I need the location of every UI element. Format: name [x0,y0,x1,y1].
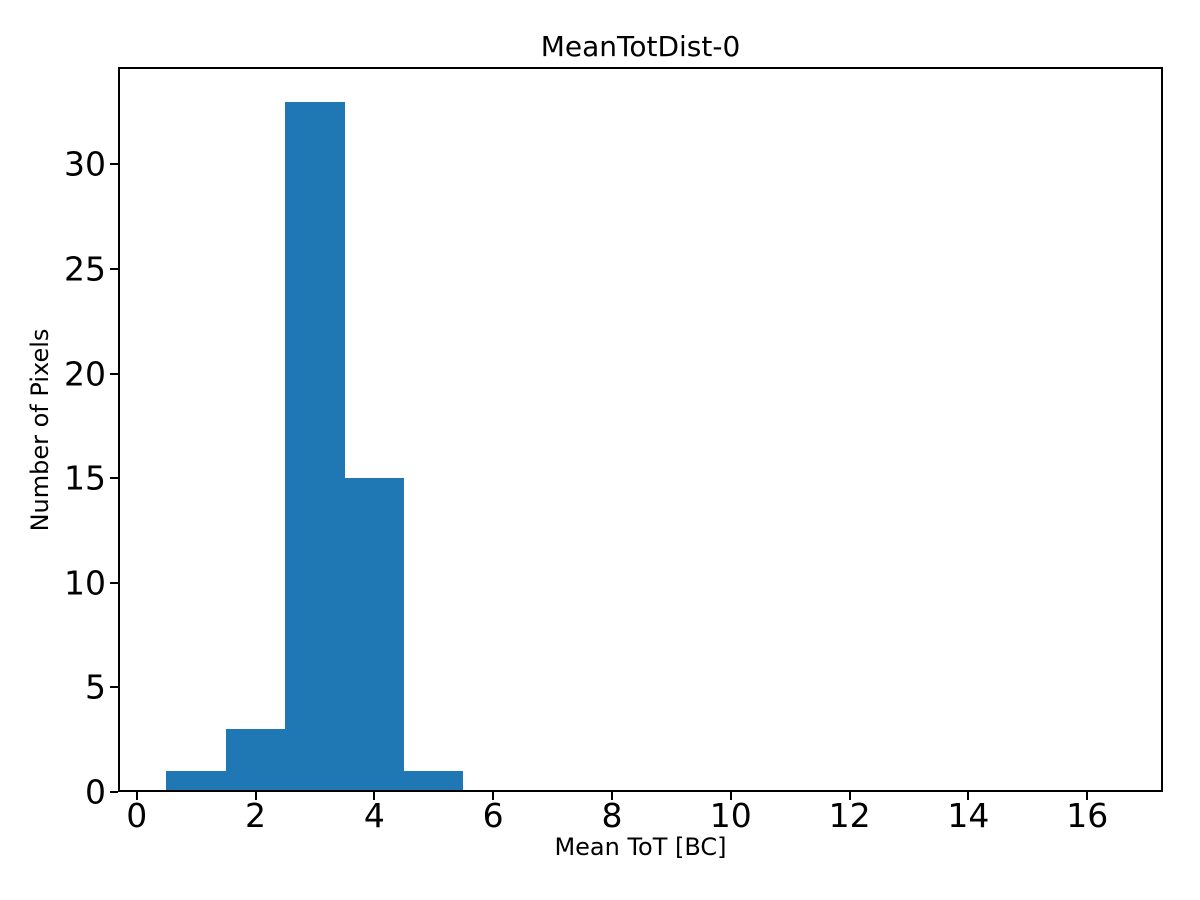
top-spine [118,67,1163,69]
y-tick-mark [110,163,118,166]
y-tick-label: 30 [64,144,106,184]
x-tick-label: 6 [482,796,504,835]
y-tick-label: 10 [64,563,106,603]
x-tick-mark [492,792,495,800]
right-spine [1161,67,1163,792]
x-axis-label: Mean ToT [BC] [554,833,727,861]
y-axis-label: Number of Pixels [26,328,54,532]
x-tick-label: 8 [601,796,623,835]
x-tick-label: 2 [245,796,267,835]
y-tick-label: 5 [85,667,106,707]
x-tick-mark [610,792,613,800]
histogram-bar [166,771,226,792]
x-tick-mark [848,792,851,800]
y-tick-label: 0 [85,772,106,812]
x-tick-mark [1086,792,1089,800]
histogram-bar [404,771,464,792]
y-tick-mark [110,267,118,270]
chart-title: MeanTotDist-0 [540,30,741,63]
y-tick-label: 15 [64,458,106,498]
y-tick-mark [110,372,118,375]
y-tick-mark [110,477,118,480]
y-tick-label: 20 [64,354,106,394]
bottom-spine [118,790,1163,792]
x-tick-mark [729,792,732,800]
x-tick-mark [967,792,970,800]
plot-area [118,67,1163,792]
x-tick-label: 14 [947,796,990,835]
y-tick-mark [110,791,118,793]
histogram-bar [285,101,345,792]
x-tick-label: 12 [828,796,871,835]
x-tick-mark [135,792,138,800]
x-tick-label: 4 [363,796,385,835]
x-tick-label: 16 [1066,796,1109,835]
histogram-bar [225,729,286,792]
left-spine [118,67,120,792]
x-tick-mark [254,792,257,800]
histogram-bar [344,478,405,792]
y-tick-label: 25 [64,249,106,289]
x-tick-mark [373,792,376,800]
bars-layer [118,67,1163,792]
x-tick-label: 10 [709,796,752,835]
x-tick-label: 0 [126,796,148,835]
y-tick-mark [110,686,118,689]
y-tick-mark [110,581,118,584]
